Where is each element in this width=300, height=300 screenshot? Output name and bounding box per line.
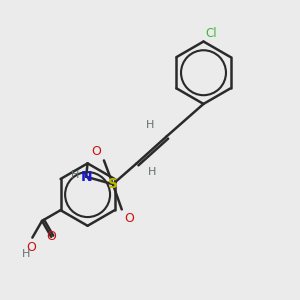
Text: Cl: Cl (205, 27, 217, 40)
Text: H: H (22, 249, 30, 259)
Text: S: S (108, 177, 118, 191)
Text: H: H (146, 120, 154, 130)
Text: O: O (26, 241, 36, 254)
Text: O: O (46, 230, 56, 243)
Text: N: N (80, 170, 92, 184)
Text: O: O (92, 145, 102, 158)
Text: O: O (124, 212, 134, 225)
Text: H: H (148, 167, 156, 177)
Text: H: H (70, 170, 79, 180)
